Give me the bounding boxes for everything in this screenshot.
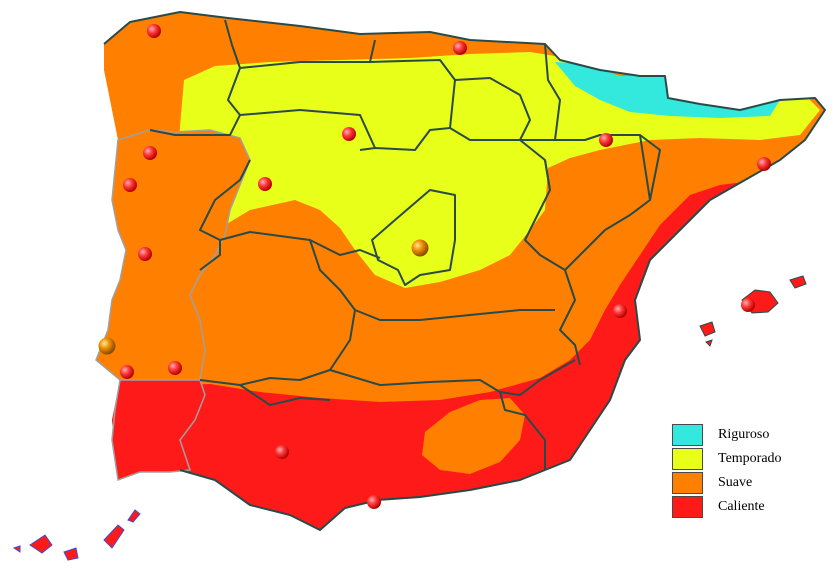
city-marker[interactable]: [143, 146, 157, 160]
city-marker[interactable]: [147, 24, 161, 38]
city-marker[interactable]: [123, 178, 137, 192]
city-marker[interactable]: [138, 247, 152, 261]
island-canary-5: [12, 545, 21, 553]
legend-item-riguroso: Riguroso: [672, 424, 822, 448]
legend-label: Suave: [718, 475, 753, 490]
legend-swatch: [672, 496, 703, 518]
city-marker[interactable]: [453, 41, 467, 55]
balearic-islands: [699, 275, 807, 347]
legend-label: Temporado: [718, 451, 782, 466]
island-formentera: [705, 339, 713, 347]
capital-marker[interactable]: [98, 337, 116, 355]
zone-suave-inland-south: [422, 398, 525, 474]
legend-label: Caliente: [718, 499, 765, 514]
island-menorca: [789, 275, 807, 289]
legend: Riguroso Temporado Suave Caliente: [672, 424, 822, 520]
island-canary-1: [29, 534, 53, 554]
legend-label: Riguroso: [718, 427, 770, 442]
island-canary-2: [63, 547, 79, 561]
legend-item-suave: Suave: [672, 472, 822, 496]
legend-swatch: [672, 424, 703, 446]
city-marker[interactable]: [120, 365, 134, 379]
city-marker[interactable]: [741, 298, 755, 312]
legend-item-caliente: Caliente: [672, 496, 822, 520]
legend-swatch: [672, 448, 703, 470]
legend-item-temporado: Temporado: [672, 448, 822, 472]
legend-swatch: [672, 472, 703, 494]
city-marker[interactable]: [367, 495, 381, 509]
canary-islands: [12, 509, 141, 561]
city-marker[interactable]: [599, 133, 613, 147]
city-marker[interactable]: [757, 157, 771, 171]
city-marker[interactable]: [258, 177, 272, 191]
city-marker[interactable]: [168, 361, 182, 375]
zone-riguroso-pyrenees: [555, 62, 780, 118]
island-ibiza: [699, 321, 716, 337]
portugal-landmass: [95, 129, 251, 381]
island-canary-4: [127, 509, 141, 523]
city-markers: [98, 24, 771, 509]
island-canary-3: [103, 524, 125, 549]
capital-marker[interactable]: [411, 239, 429, 257]
city-marker[interactable]: [613, 304, 627, 318]
city-marker[interactable]: [342, 127, 356, 141]
city-marker[interactable]: [275, 445, 289, 459]
